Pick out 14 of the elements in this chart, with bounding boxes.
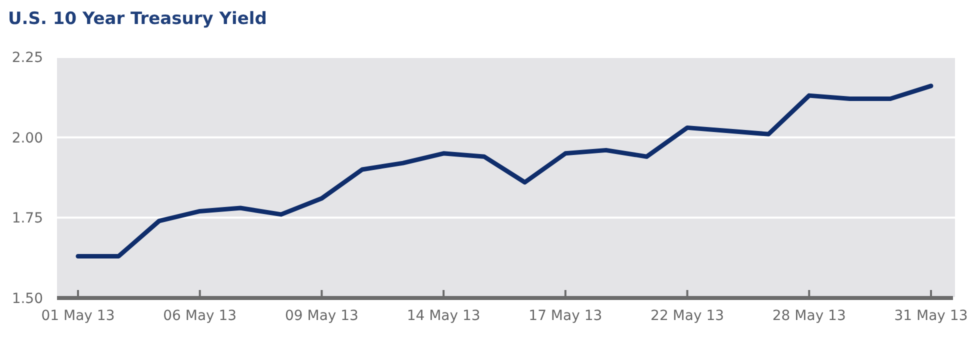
x-tick-label: 31 May 13 <box>894 308 968 324</box>
chart-title: U.S. 10 Year Treasury Yield <box>8 9 267 29</box>
x-tick-label: 17 May 13 <box>528 308 602 324</box>
y-tick-label: 1.75 <box>12 210 43 227</box>
line-series <box>76 84 934 258</box>
y-tick-label: 1.50 <box>12 291 43 307</box>
x-tick-label: 01 May 13 <box>41 308 115 324</box>
x-tick-label: 06 May 13 <box>163 308 237 324</box>
x-tick-label: 14 May 13 <box>406 308 480 324</box>
x-tick-label: 28 May 13 <box>772 308 846 324</box>
x-tick-label: 09 May 13 <box>284 308 358 324</box>
x-tick-label: 22 May 13 <box>650 308 724 324</box>
y-tick-label: 2.00 <box>12 130 43 146</box>
y-tick-label: 2.25 <box>12 50 43 66</box>
